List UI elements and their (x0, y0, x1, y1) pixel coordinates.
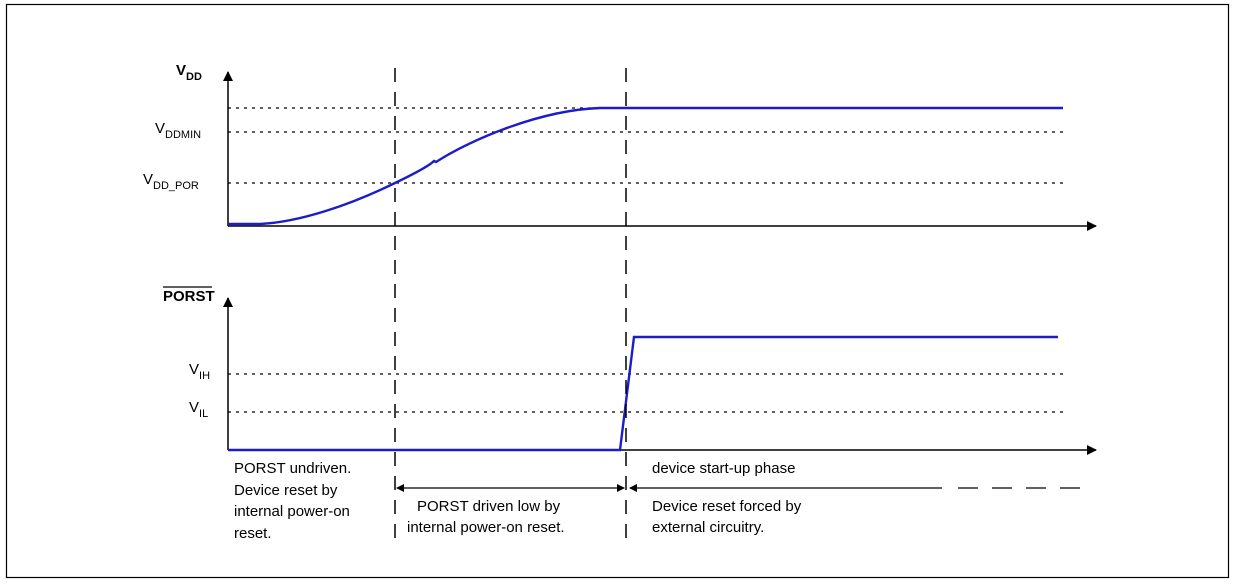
porst-axis-title: PORST (163, 288, 215, 305)
svg-text:internal power-on: internal power-on (234, 503, 350, 520)
svg-text:Device reset forced by: Device reset forced by (652, 498, 802, 515)
vdd-axis-title: VDD (176, 62, 202, 83)
svg-text:external circuitry.: external circuitry. (652, 519, 764, 536)
vdd-waveform (228, 106, 1063, 226)
phase-undriven-note: PORST undriven. Device reset by internal… (234, 460, 351, 542)
porst-waveform (228, 335, 1058, 452)
porst-panel: PORST VIH VIL (163, 286, 1097, 455)
svg-text:reset.: reset. (234, 525, 272, 542)
svg-text:PORST driven low by: PORST driven low by (417, 498, 561, 515)
svg-text:PORST undriven.: PORST undriven. (234, 460, 351, 477)
phase-startup-note: device start-up phase (652, 460, 795, 477)
vddmin-label: VDDMIN (155, 120, 201, 141)
diagram-frame (5, 3, 1230, 579)
vil-label: VIL (189, 399, 208, 420)
svg-text:internal power-on reset.: internal power-on reset. (407, 519, 565, 536)
phase-external-note: Device reset forced by external circuitr… (652, 498, 802, 536)
svg-text:Device reset by: Device reset by (234, 482, 338, 499)
vdd-por-label: VDD_POR (143, 171, 199, 192)
phase-driven-low-note: PORST driven low by internal power-on re… (407, 498, 565, 536)
vih-label: VIH (189, 361, 210, 382)
vdd-panel: VDD VDDMIN VDD_POR (143, 62, 1097, 231)
